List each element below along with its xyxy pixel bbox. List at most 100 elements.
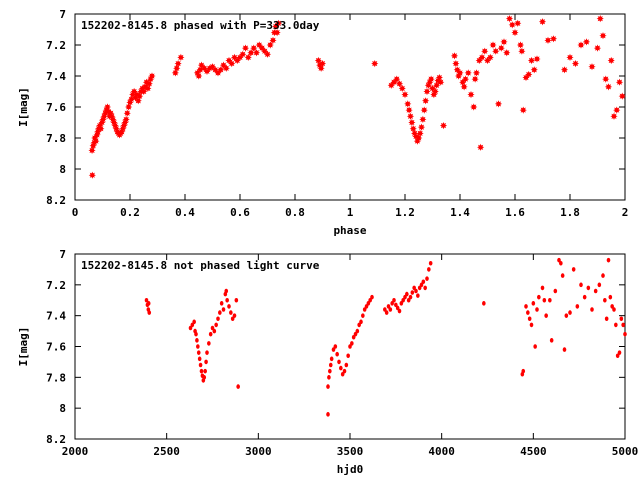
data-point xyxy=(196,344,200,349)
data-point xyxy=(423,87,431,96)
data-point xyxy=(171,69,179,77)
data-point xyxy=(370,294,374,300)
data-point xyxy=(225,297,229,303)
data-point xyxy=(524,304,528,309)
x-tick-label: 2000 xyxy=(62,445,89,458)
data-point xyxy=(317,64,325,72)
data-point xyxy=(344,362,349,368)
data-point xyxy=(608,294,613,300)
data-point xyxy=(405,106,413,114)
data-point xyxy=(421,279,426,285)
data-point xyxy=(207,341,211,346)
data-point xyxy=(533,55,541,63)
x-tick-label: 4000 xyxy=(428,445,455,458)
data-point xyxy=(503,49,511,57)
data-point xyxy=(197,356,202,362)
data-point xyxy=(427,75,435,83)
data-point xyxy=(542,297,547,303)
data-point xyxy=(456,69,464,77)
data-point xyxy=(530,66,538,74)
data-point xyxy=(544,36,552,44)
data-point xyxy=(492,47,500,55)
chart-title: 152202-8145.8 phased with P=333.0day xyxy=(81,19,320,32)
data-point xyxy=(326,412,330,417)
x-tick-label: 2500 xyxy=(153,445,180,458)
data-point xyxy=(460,83,468,91)
y-axis-label: I[mag] xyxy=(17,327,30,367)
data-point xyxy=(384,310,389,315)
data-point xyxy=(604,316,609,322)
data-point xyxy=(239,50,247,58)
data-point xyxy=(575,304,580,309)
data-point xyxy=(217,66,225,74)
data-point xyxy=(392,297,396,303)
data-point xyxy=(452,60,460,68)
data-point xyxy=(607,56,615,65)
data-point xyxy=(314,56,322,65)
data-point xyxy=(177,53,185,61)
data-point xyxy=(397,308,402,314)
data-point xyxy=(404,100,412,108)
data-point xyxy=(266,41,274,49)
x-tick-label: 3000 xyxy=(245,445,272,458)
data-point xyxy=(606,257,611,263)
data-point xyxy=(420,106,428,114)
data-point xyxy=(346,353,350,359)
data-point xyxy=(329,356,334,362)
data-point xyxy=(236,384,240,389)
data-point xyxy=(194,331,198,337)
data-series xyxy=(144,257,627,417)
data-point xyxy=(549,35,558,43)
data-point xyxy=(414,288,418,294)
data-point xyxy=(410,290,415,295)
data-point xyxy=(527,316,532,322)
y-tick-label: 7.8 xyxy=(46,371,66,384)
data-point xyxy=(604,83,613,91)
data-point xyxy=(144,84,152,92)
data-point xyxy=(134,97,142,105)
data-point xyxy=(614,322,618,328)
data-point xyxy=(222,64,230,72)
data-point xyxy=(232,313,237,318)
unphased-light-curve-panel: 2000 2500 3000 3500 4000 4500 5000 7 7.2 7.4 7.6 7.… xyxy=(17,248,638,476)
data-point xyxy=(214,322,218,328)
data-point xyxy=(408,294,413,300)
data-point xyxy=(219,301,224,306)
data-point xyxy=(582,38,591,46)
y-tick-label: 7.6 xyxy=(46,101,66,114)
data-point xyxy=(224,288,229,294)
data-point xyxy=(472,69,481,77)
data-point xyxy=(516,41,525,49)
data-point xyxy=(577,41,585,49)
data-point xyxy=(140,87,148,96)
data-point xyxy=(526,310,530,315)
x-tick-label: 0.6 xyxy=(230,206,250,219)
data-point xyxy=(562,347,567,352)
data-point xyxy=(566,53,574,61)
data-point xyxy=(123,109,131,117)
x-tick-label: 0.4 xyxy=(175,206,195,219)
data-point xyxy=(533,344,537,349)
data-point xyxy=(514,19,522,27)
data-point xyxy=(549,338,554,343)
data-point xyxy=(586,285,591,291)
data-point xyxy=(544,313,548,318)
data-point xyxy=(406,112,415,120)
data-point xyxy=(540,285,545,291)
data-point xyxy=(241,44,250,52)
data-point xyxy=(398,84,406,92)
data-point xyxy=(612,307,616,312)
data-point xyxy=(247,49,255,57)
data-point xyxy=(494,100,503,108)
data-point xyxy=(147,310,152,315)
data-point xyxy=(508,21,516,29)
data-point xyxy=(579,282,583,288)
data-point xyxy=(623,331,627,337)
data-point xyxy=(601,273,605,278)
data-point xyxy=(337,359,341,365)
data-point xyxy=(525,70,533,79)
data-point xyxy=(339,365,343,371)
data-point xyxy=(489,41,497,49)
data-point xyxy=(435,73,443,82)
